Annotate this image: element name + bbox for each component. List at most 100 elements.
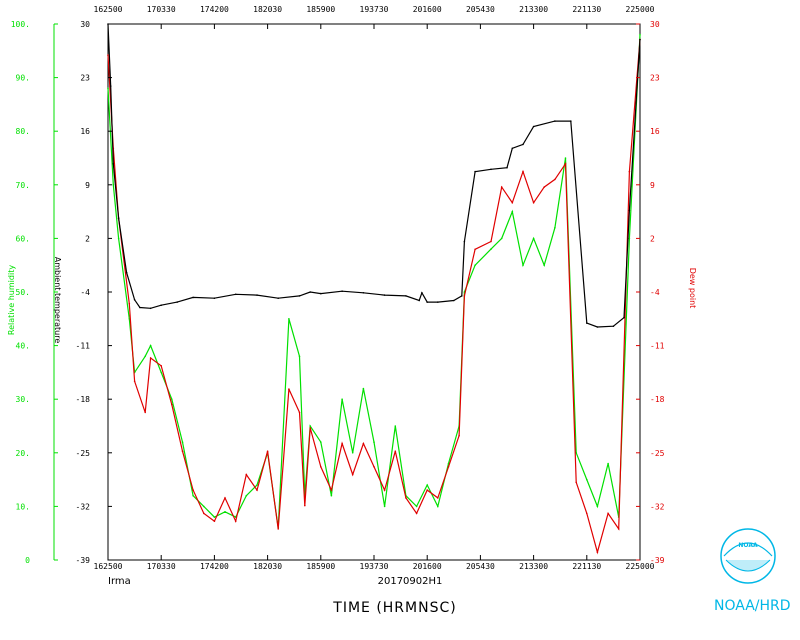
series-dew-point xyxy=(309,427,312,429)
series-temp-point xyxy=(112,163,115,165)
series-temp-point xyxy=(511,147,514,150)
x-tick-label-bottom: 213300 xyxy=(519,562,548,571)
series-rh-point xyxy=(112,184,115,186)
series-dew-point xyxy=(192,489,194,491)
x-tick-label-top: 213300 xyxy=(519,5,548,14)
series-rh-point xyxy=(171,398,173,401)
series-rh-point xyxy=(437,505,439,508)
series-dew-point xyxy=(128,302,131,305)
x-tick-label-bottom: 225000 xyxy=(626,562,655,571)
series-rh-point xyxy=(500,237,503,240)
rh-tick-label: 100. xyxy=(11,20,30,29)
series-rh-line xyxy=(107,34,641,528)
x-tick-label-top: 182030 xyxy=(253,5,282,14)
series-temp-point xyxy=(320,292,322,295)
x-tick-label-bottom: 182030 xyxy=(253,562,282,571)
series-rh-point xyxy=(607,462,609,465)
x-tick-label-bottom: 170330 xyxy=(147,562,176,571)
series-rh-point xyxy=(394,425,397,427)
series-dew-point xyxy=(426,489,429,491)
series-temp-point xyxy=(461,295,463,297)
series-temp-point xyxy=(554,120,556,122)
series-rh-point xyxy=(224,511,226,513)
series-dew-point xyxy=(245,473,248,476)
logo-text: NOAA/HRD xyxy=(714,598,791,614)
series-dew-point xyxy=(266,450,269,453)
series-rh-point xyxy=(320,441,322,443)
x-tick-label-bottom: 201600 xyxy=(413,562,442,571)
series-dew-point xyxy=(107,54,109,56)
series-dew-point xyxy=(511,201,514,204)
series-temp-point xyxy=(234,293,237,296)
series-rh-point xyxy=(288,318,290,320)
rh-tick-label: 50. xyxy=(16,288,30,297)
series-dew-point xyxy=(500,186,503,188)
series-temp-point xyxy=(133,299,136,301)
series-dew-point xyxy=(522,170,524,173)
rh-tick-label: 80. xyxy=(16,127,30,136)
series-temp-point xyxy=(418,299,421,302)
series-temp-point xyxy=(405,295,407,297)
series-dew-point xyxy=(256,489,258,491)
series-dew-point xyxy=(133,380,136,383)
x-tick-label-top: 174200 xyxy=(200,5,229,14)
temp-tick-label: -4 xyxy=(80,288,90,297)
series-rh-point xyxy=(596,505,599,508)
series-dew-point xyxy=(320,466,322,468)
series-rh-point xyxy=(341,398,343,401)
rh-tick-label: 60. xyxy=(16,234,30,243)
series-dew-point xyxy=(234,520,237,522)
series-dew-point xyxy=(149,357,152,359)
x-tick-label-bottom: 193730 xyxy=(360,562,389,571)
x-tick-label-bottom: 174200 xyxy=(200,562,229,571)
series-temp-point xyxy=(383,294,386,296)
series-temp-point xyxy=(125,271,128,274)
dew-tick-label: -32 xyxy=(650,502,665,511)
rh-tick-label: 70. xyxy=(16,181,30,190)
temp-tick-label: -18 xyxy=(76,395,91,404)
x-tick-label-top: 193730 xyxy=(360,5,389,14)
chart-title: 20170902H1 xyxy=(378,576,443,587)
x-tick-label-top: 225000 xyxy=(626,5,655,14)
dew-tick-label: -11 xyxy=(650,342,665,351)
rh-tick-label: 20. xyxy=(16,449,30,458)
dew-tick-label: -25 xyxy=(650,449,665,458)
temp-tick-label: -11 xyxy=(76,342,91,351)
series-rh-point xyxy=(149,344,152,347)
series-temp-point xyxy=(176,301,178,303)
dew-tick-label: 30 xyxy=(650,20,660,29)
series-rh-point xyxy=(330,494,333,497)
series-dew-point xyxy=(160,365,162,367)
dew-axis-label: Dew point xyxy=(688,268,697,309)
series-dew-point xyxy=(474,248,476,251)
series-temp-point xyxy=(256,294,258,296)
temp-tick-label: 9 xyxy=(85,181,90,190)
temp-tick-label: -32 xyxy=(76,502,91,511)
series-dew-point xyxy=(171,403,173,406)
series-dew-point xyxy=(458,434,460,437)
series-temp-point xyxy=(160,304,162,307)
series-dew-point xyxy=(351,473,354,476)
series-dew-point xyxy=(181,450,184,453)
series-temp-point xyxy=(192,296,194,299)
series-temp-point xyxy=(421,292,423,294)
series-dew-point xyxy=(203,512,205,515)
series-dew-point xyxy=(304,504,306,507)
series-dew-point xyxy=(405,497,407,499)
temp-tick-label: 2 xyxy=(85,234,90,243)
series-rh-point xyxy=(362,387,365,390)
series-rh-point xyxy=(117,237,120,240)
series-rh-point xyxy=(426,484,429,486)
series-dew-point xyxy=(277,528,280,530)
storm-name: Irma xyxy=(108,576,131,587)
series-dew-point xyxy=(383,489,386,491)
series-temp-point xyxy=(463,240,466,243)
series-rh-point xyxy=(554,226,556,229)
series-rh-point xyxy=(256,484,258,486)
series-rh-point xyxy=(351,452,354,454)
series-rh-point xyxy=(181,441,184,443)
series-rh-point xyxy=(160,371,162,374)
series-rh-point xyxy=(383,505,386,508)
series-dew-point xyxy=(596,551,599,553)
